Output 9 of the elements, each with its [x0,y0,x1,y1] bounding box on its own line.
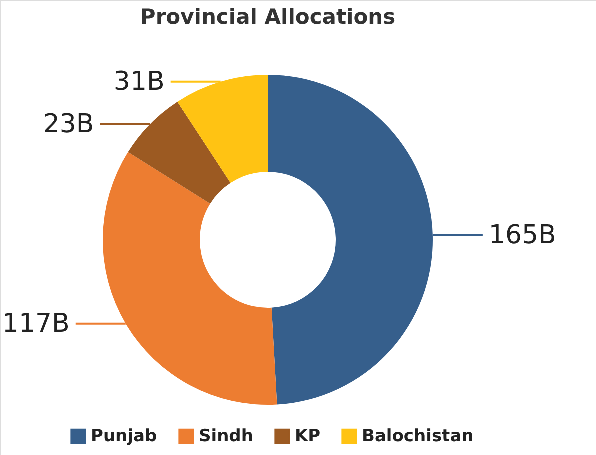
legend-label: KP [295,426,321,447]
legend-label: Balochistan [362,426,474,447]
chart-title: Provincial Allocations [140,5,396,29]
legend-label: Punjab [91,426,158,447]
data-label: 23B [43,109,94,140]
data-label: 31B [114,66,165,97]
legend-label: Sindh [199,426,254,447]
data-label: 117B [2,308,70,339]
data-label: 165B [488,220,556,250]
